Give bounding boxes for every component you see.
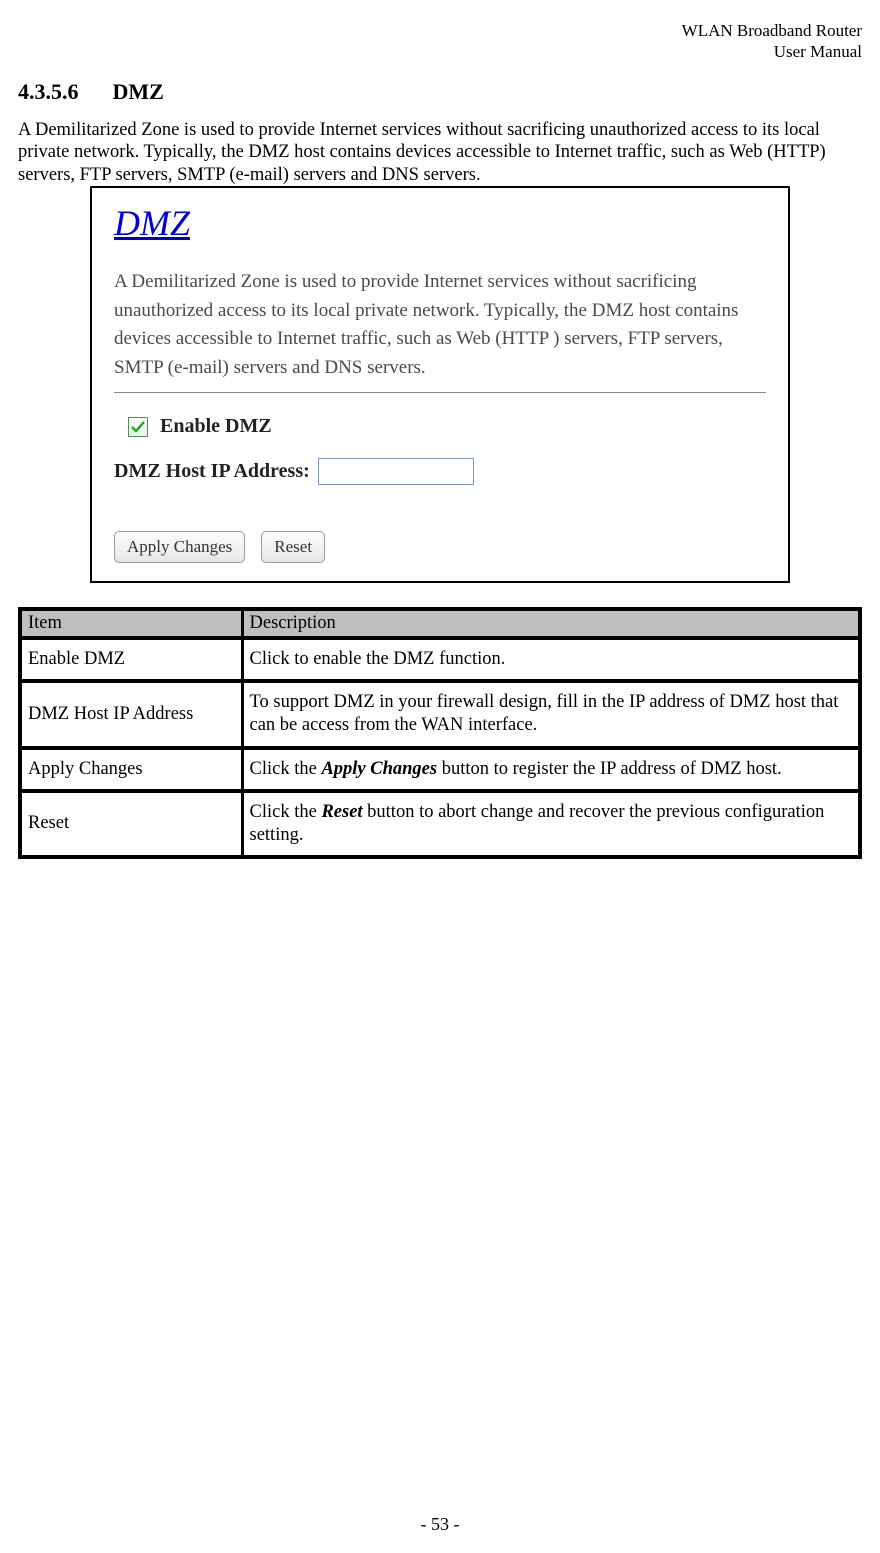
table-row: Apply Changes Click the Apply Changes bu… (20, 748, 860, 791)
section-title: DMZ (113, 79, 164, 104)
intro-paragraph: A Demilitarized Zone is used to provide … (18, 119, 862, 187)
header-line-1: WLAN Broadband Router (18, 20, 862, 41)
enable-dmz-label: Enable DMZ (160, 415, 272, 438)
description-table: Item Description Enable DMZ Click to ena… (18, 607, 862, 859)
section-number: 4.3.5.6 (18, 79, 79, 105)
page-header: WLAN Broadband Router User Manual (18, 20, 862, 63)
page-footer: - 53 - (0, 1514, 880, 1535)
dmz-description: A Demilitarized Zone is used to provide … (114, 268, 766, 382)
dmz-ip-label: DMZ Host IP Address: (114, 460, 310, 483)
enable-dmz-row: Enable DMZ (128, 415, 766, 438)
enable-dmz-checkbox[interactable] (128, 417, 148, 437)
divider (114, 392, 766, 393)
table-cell-item: Reset (20, 791, 242, 857)
section-heading: 4.3.5.6 DMZ (18, 79, 862, 105)
table-cell-item: Apply Changes (20, 748, 242, 791)
table-cell-desc: To support DMZ in your firewall design, … (242, 681, 860, 747)
table-desc-post: button to register the IP address of DMZ… (437, 759, 782, 779)
table-desc-bold: Reset (321, 802, 362, 822)
dmz-ip-input[interactable] (318, 458, 474, 485)
button-row: Apply Changes Reset (114, 531, 766, 563)
table-desc-pre: Click the (250, 802, 322, 822)
table-header-row: Item Description (20, 609, 860, 638)
dmz-screenshot-panel: DMZ A Demilitarized Zone is used to prov… (90, 186, 790, 583)
table-cell-desc: Click to enable the DMZ function. (242, 638, 860, 681)
table-row: Enable DMZ Click to enable the DMZ funct… (20, 638, 860, 681)
table-row: DMZ Host IP Address To support DMZ in yo… (20, 681, 860, 747)
checkmark-icon (130, 419, 146, 435)
table-cell-item: Enable DMZ (20, 638, 242, 681)
header-line-2: User Manual (18, 41, 862, 62)
table-desc-bold: Apply Changes (321, 759, 437, 779)
table-row: Reset Click the Reset button to abort ch… (20, 791, 860, 857)
dmz-title: DMZ (114, 202, 766, 244)
table-header-item: Item (20, 609, 242, 638)
table-cell-desc: Click the Apply Changes button to regist… (242, 748, 860, 791)
table-cell-desc: Click the Reset button to abort change a… (242, 791, 860, 857)
table-desc-pre: Click the (250, 759, 322, 779)
apply-changes-button[interactable]: Apply Changes (114, 531, 245, 563)
table-header-desc: Description (242, 609, 860, 638)
dmz-ip-row: DMZ Host IP Address: (114, 458, 766, 485)
table-cell-item: DMZ Host IP Address (20, 681, 242, 747)
reset-button[interactable]: Reset (261, 531, 325, 563)
